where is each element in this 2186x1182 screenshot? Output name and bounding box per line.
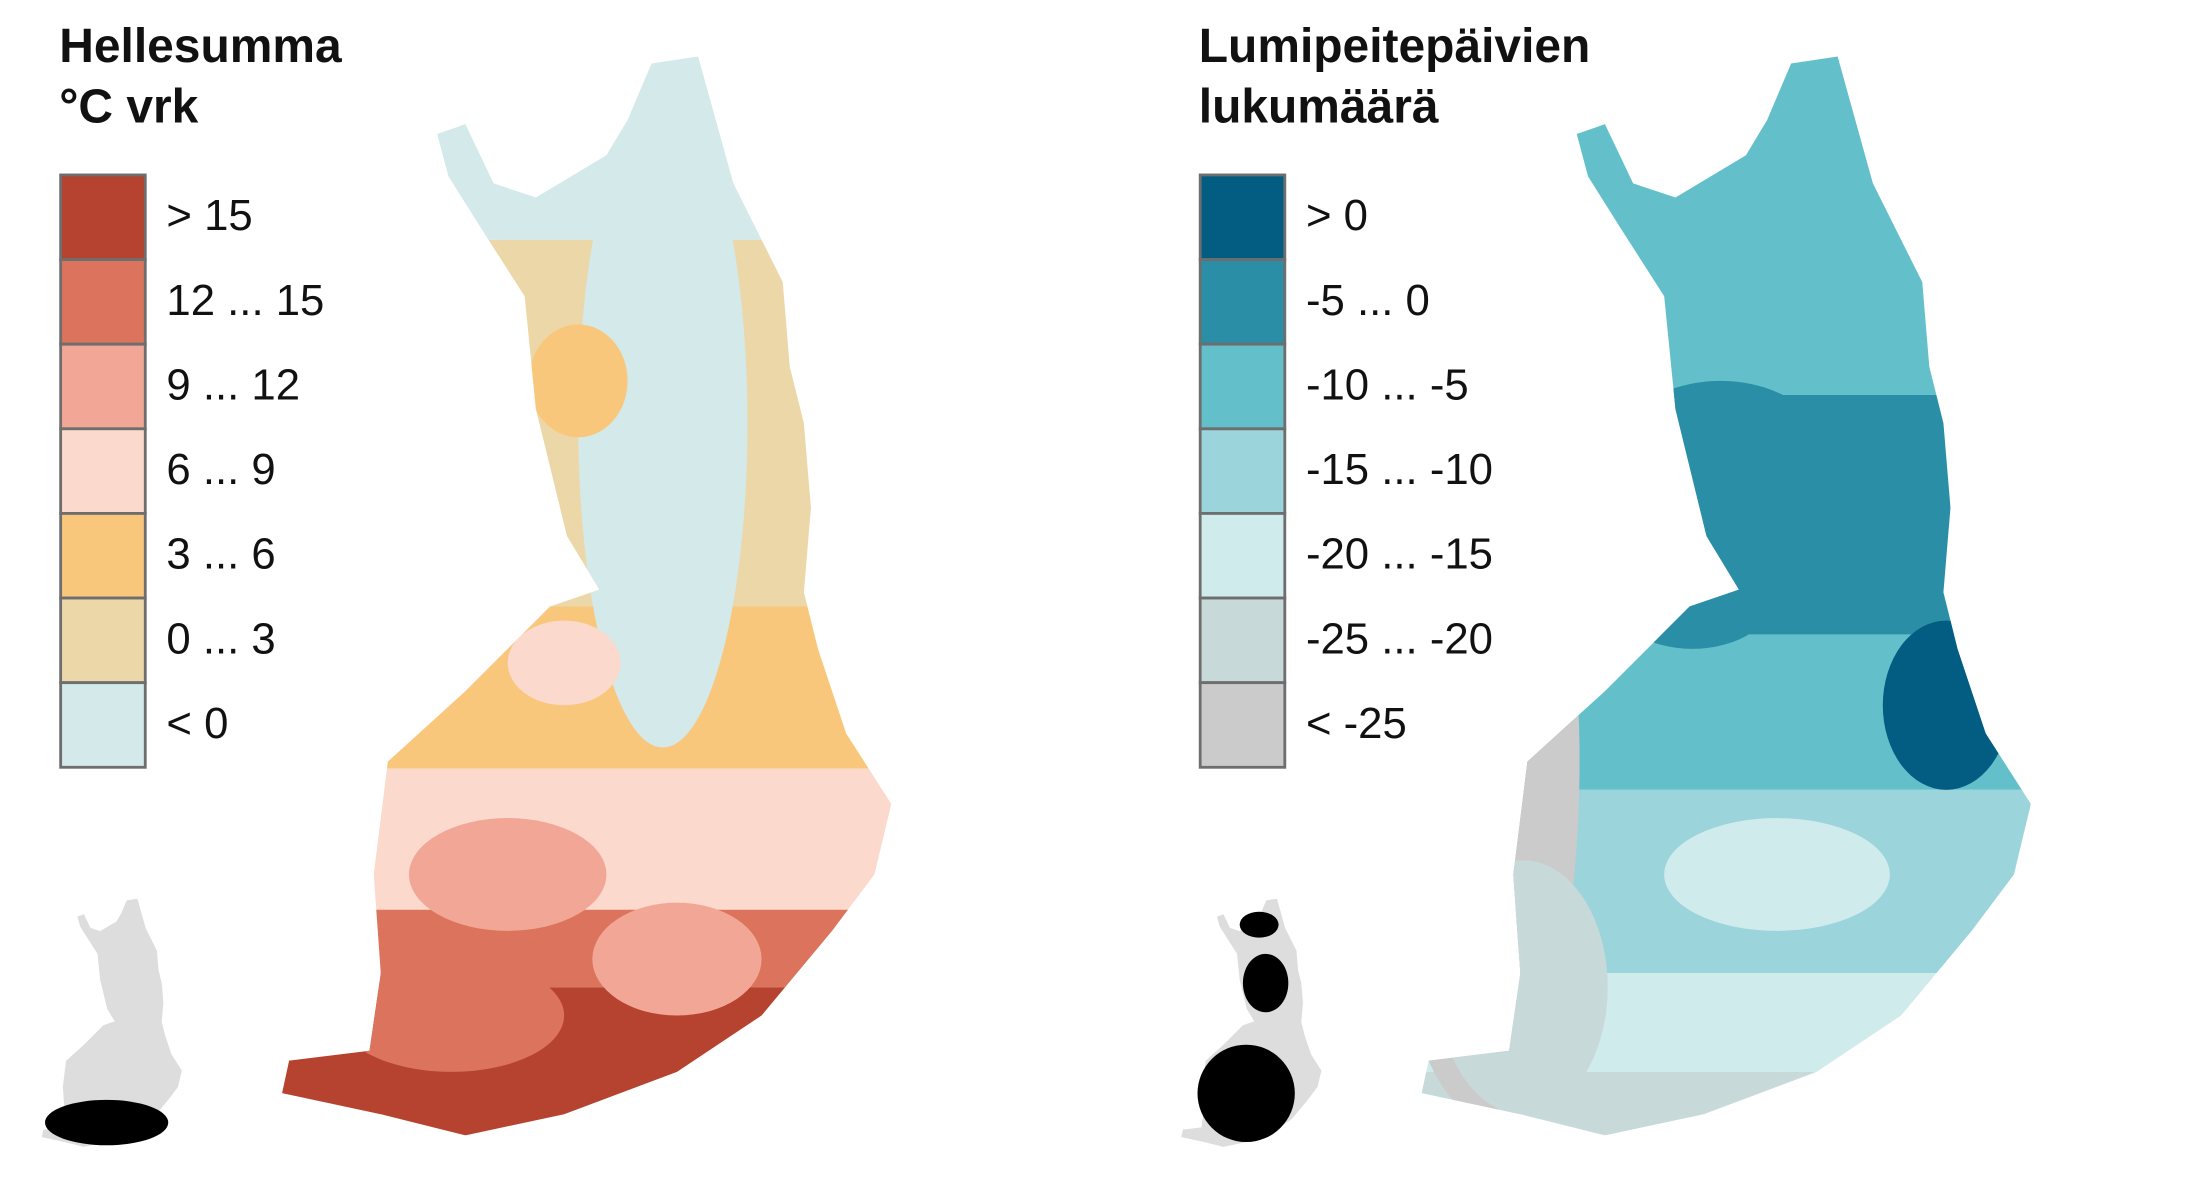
map-patch [408,818,607,931]
map-zone [282,987,892,1136]
legend-label: 6 ... 9 [166,445,275,494]
legend-swatch [59,512,147,600]
map [282,56,892,1136]
legend-swatch [1198,512,1287,600]
legend-swatch [59,681,147,769]
legend-label: 9 ... 12 [166,360,300,409]
legend-swatch [59,427,147,515]
inset-outline [41,898,182,1147]
map-zone [282,56,892,240]
legend-title: Hellesumma [59,20,342,73]
legend-label: < -25 [1306,699,1407,748]
legend-label: -5 ... 0 [1306,276,1430,325]
map-patch [1438,860,1608,1115]
map-patch [592,902,762,1016]
inset-highlight [44,1099,169,1146]
map-zone [282,909,892,988]
legend-label: > 15 [166,191,252,240]
legend-swatch [59,596,147,685]
legend-title: Lumipeitepäivien [1199,20,1591,73]
legend-swatch [1198,681,1287,769]
panel: Hellesumma °C vrk > 15 12 ... 15 9 ... 12 6 .… [41,20,892,1147]
legend-label: < 0 [166,699,228,748]
inset-highlight [1239,911,1279,938]
legend-label: 12 ... 15 [166,276,324,325]
legend-label: 0 ... 3 [166,614,275,663]
legend-swatch [1198,258,1287,346]
legend-swatch [1198,427,1287,515]
map-patch [507,620,621,706]
inset-highlight [1242,953,1289,1013]
legend-title: lukumäärä [1199,81,1439,134]
legend-label: > 0 [1306,191,1368,240]
map-patch [1607,380,1834,551]
map-patch [1607,535,1778,649]
legend-label: -15 ... -10 [1306,445,1493,494]
legend-swatch [59,173,147,261]
legend-swatch [1198,342,1287,431]
legend-title: °C vrk [59,81,198,134]
legend-label: -20 ... -15 [1306,530,1493,579]
legend-swatch [59,342,147,431]
inset-highlight [1197,1044,1295,1143]
legend-label: -25 ... -20 [1306,614,1493,663]
legend-swatch [1198,596,1287,685]
map-patch [1882,620,2010,790]
legend-label: 3 ... 6 [166,530,275,579]
inset-map [41,898,182,1147]
map [1421,56,2031,1136]
legend-swatch [1198,173,1287,261]
map-patch [578,98,748,748]
map-patch [1664,818,1890,931]
panel: Lumipeitepäivien lukumäärä > 0 -5 ... 0 -10 … [1181,20,2031,1147]
map-patch [338,959,565,1072]
map-patch [528,324,628,438]
legend-label: -10 ... -5 [1306,360,1469,409]
inset-map [1181,898,1322,1147]
legend-swatch [59,258,147,346]
